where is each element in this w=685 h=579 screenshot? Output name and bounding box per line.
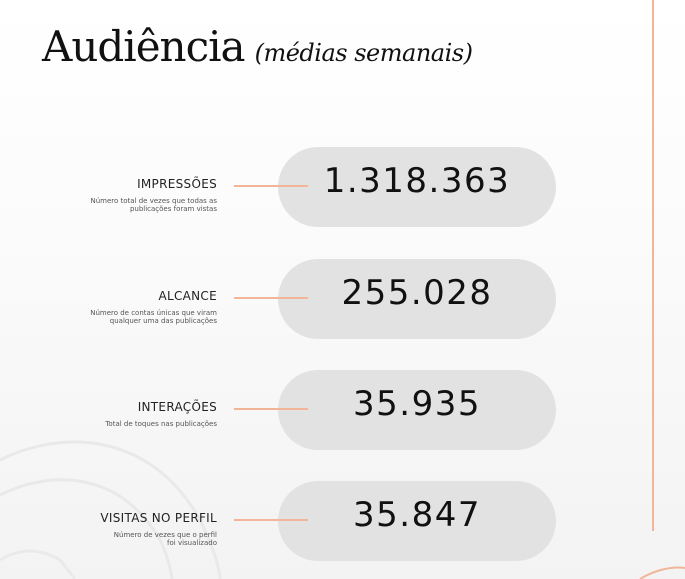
metric-row-impressoes: IMPRESSÕES Número total de vezes que tod… <box>0 147 600 227</box>
metric-value-pill: 35.847 <box>278 481 556 561</box>
metric-description: Total de toques nas publicações <box>105 420 217 428</box>
metric-value-pill: 1.318.363 <box>278 147 556 227</box>
connector-line <box>234 519 308 521</box>
connector-line <box>234 185 308 187</box>
metric-value: 35.935 <box>353 384 481 424</box>
metric-label: ALCANCE <box>158 289 217 303</box>
metric-value: 1.318.363 <box>323 161 511 201</box>
metric-label: VISITAS NO PERFIL <box>100 511 217 525</box>
metric-description: Número de vezes que o perfil foi visuali… <box>113 531 217 547</box>
metric-label: IMPRESSÕES <box>137 177 217 191</box>
metric-label: INTERAÇÕES <box>137 400 217 414</box>
page-title: Audiência <box>42 22 246 71</box>
metric-description: Número de contas únicas que viram qualqu… <box>90 309 217 325</box>
metric-value: 35.847 <box>353 495 481 535</box>
page-subtitle: (médias semanais) <box>254 39 473 67</box>
metric-row-interacoes: INTERAÇÕES Total de toques nas publicaçõ… <box>0 370 600 450</box>
metric-row-visitas-perfil: VISITAS NO PERFIL Número de vezes que o … <box>0 481 600 561</box>
metric-value-pill: 255.028 <box>278 259 556 339</box>
vertical-accent-line <box>652 0 654 531</box>
metric-value-pill: 35.935 <box>278 370 556 450</box>
metric-row-alcance: ALCANCE Número de contas únicas que vira… <box>0 259 600 339</box>
metric-description: Número total de vezes que todas as publi… <box>90 197 217 213</box>
metric-value: 255.028 <box>341 273 493 313</box>
connector-line <box>234 297 308 299</box>
page-header: Audiência (médias semanais) <box>42 22 473 71</box>
connector-line <box>234 408 308 410</box>
